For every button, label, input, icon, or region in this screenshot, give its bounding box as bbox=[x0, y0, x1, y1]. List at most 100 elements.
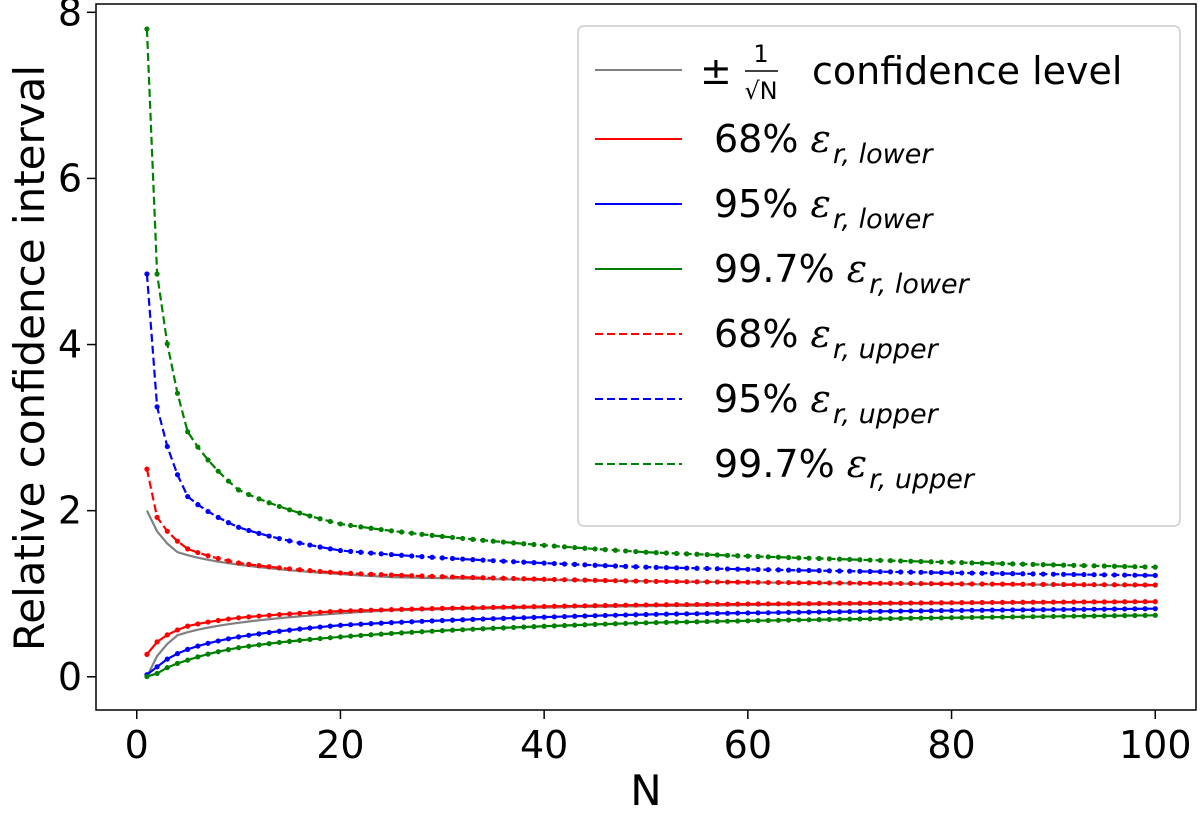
data-point bbox=[908, 580, 914, 587]
data-point bbox=[979, 581, 985, 587]
data-point bbox=[765, 554, 771, 560]
data-point bbox=[898, 608, 904, 614]
data-point bbox=[877, 569, 883, 575]
data-point bbox=[1071, 581, 1077, 588]
data-point bbox=[185, 429, 191, 435]
data-point bbox=[572, 577, 578, 583]
data-point bbox=[877, 616, 883, 622]
data-point bbox=[256, 563, 262, 569]
data-point bbox=[480, 557, 486, 563]
data-point bbox=[1060, 599, 1067, 605]
data-point bbox=[775, 579, 782, 586]
data-point bbox=[887, 569, 894, 575]
legend-subscript: r, lower bbox=[833, 139, 935, 170]
data-point bbox=[500, 558, 507, 564]
series-line bbox=[146, 614, 1156, 678]
data-point bbox=[612, 602, 619, 608]
x-tick-label: 100 bbox=[1119, 723, 1192, 767]
data-point bbox=[185, 657, 191, 663]
data-point bbox=[500, 575, 507, 581]
data-point bbox=[1142, 572, 1148, 578]
legend-entry-6: 99.7% ε r, upper bbox=[595, 442, 976, 495]
data-point bbox=[510, 624, 517, 631]
data-point bbox=[521, 615, 527, 621]
data-point bbox=[908, 600, 914, 606]
data-point bbox=[358, 621, 364, 627]
data-point bbox=[164, 632, 170, 638]
data-point bbox=[714, 601, 720, 607]
data-point bbox=[1142, 612, 1148, 619]
data-point bbox=[592, 546, 598, 552]
data-point bbox=[174, 538, 181, 544]
series-line bbox=[146, 607, 1156, 676]
data-point bbox=[663, 602, 669, 608]
data-point bbox=[541, 560, 547, 566]
data-point bbox=[378, 572, 384, 578]
data-point bbox=[531, 541, 537, 548]
data-point bbox=[490, 575, 496, 581]
data-point bbox=[368, 621, 374, 627]
data-point bbox=[185, 493, 191, 500]
data-point bbox=[470, 557, 476, 563]
data-point bbox=[561, 561, 568, 567]
data-point bbox=[256, 530, 262, 536]
data-point bbox=[1060, 581, 1067, 588]
data-point bbox=[806, 580, 812, 586]
data-point bbox=[826, 568, 832, 574]
data-point bbox=[633, 620, 639, 626]
data-point bbox=[235, 560, 242, 566]
x-tick-label: 20 bbox=[316, 723, 364, 767]
legend-entry-4: 68% ε r, upper bbox=[595, 312, 940, 365]
data-point bbox=[785, 567, 792, 573]
data-point bbox=[1142, 564, 1148, 570]
data-point bbox=[1081, 571, 1087, 578]
legend-entry-sqrt-band: ± 1 √N confidence level bbox=[700, 40, 1122, 105]
data-point bbox=[755, 618, 761, 624]
data-point bbox=[673, 550, 680, 557]
data-point bbox=[1020, 571, 1026, 577]
data-point bbox=[959, 600, 965, 606]
data-point bbox=[765, 617, 771, 624]
legend-epsilon-symbol: ε bbox=[810, 117, 830, 161]
data-point bbox=[857, 557, 863, 563]
data-point bbox=[1081, 562, 1087, 569]
data-point bbox=[877, 580, 883, 586]
data-point bbox=[969, 560, 975, 566]
data-point bbox=[867, 557, 873, 563]
data-point bbox=[1081, 613, 1087, 619]
data-point bbox=[531, 624, 537, 630]
data-point bbox=[1050, 562, 1057, 568]
legend-label-confidence-level: confidence level bbox=[812, 49, 1122, 93]
legend-entry-2: 95% ε r, lower bbox=[595, 182, 934, 235]
data-point bbox=[887, 615, 894, 622]
data-point bbox=[195, 444, 201, 450]
data-point bbox=[429, 554, 435, 560]
data-point bbox=[918, 615, 924, 621]
data-point bbox=[775, 609, 782, 616]
data-point bbox=[979, 607, 985, 613]
y-tick-label: 0 bbox=[58, 655, 82, 699]
data-point bbox=[256, 631, 262, 637]
data-point bbox=[643, 602, 649, 608]
data-point bbox=[836, 600, 843, 606]
data-point bbox=[623, 563, 629, 570]
data-point bbox=[307, 513, 313, 519]
data-point bbox=[1122, 582, 1128, 588]
data-point bbox=[592, 603, 598, 609]
data-point bbox=[266, 500, 272, 506]
data-point bbox=[449, 605, 456, 611]
data-point bbox=[796, 580, 802, 586]
data-point bbox=[673, 578, 680, 585]
data-point bbox=[388, 630, 394, 637]
data-point bbox=[959, 614, 965, 621]
data-point bbox=[643, 564, 649, 570]
data-point bbox=[989, 570, 995, 576]
data-point bbox=[704, 565, 710, 572]
data-point bbox=[918, 580, 924, 587]
data-point bbox=[460, 574, 466, 580]
data-point bbox=[409, 619, 415, 625]
data-point bbox=[185, 646, 191, 652]
data-point bbox=[1060, 562, 1067, 568]
data-point bbox=[551, 560, 557, 567]
